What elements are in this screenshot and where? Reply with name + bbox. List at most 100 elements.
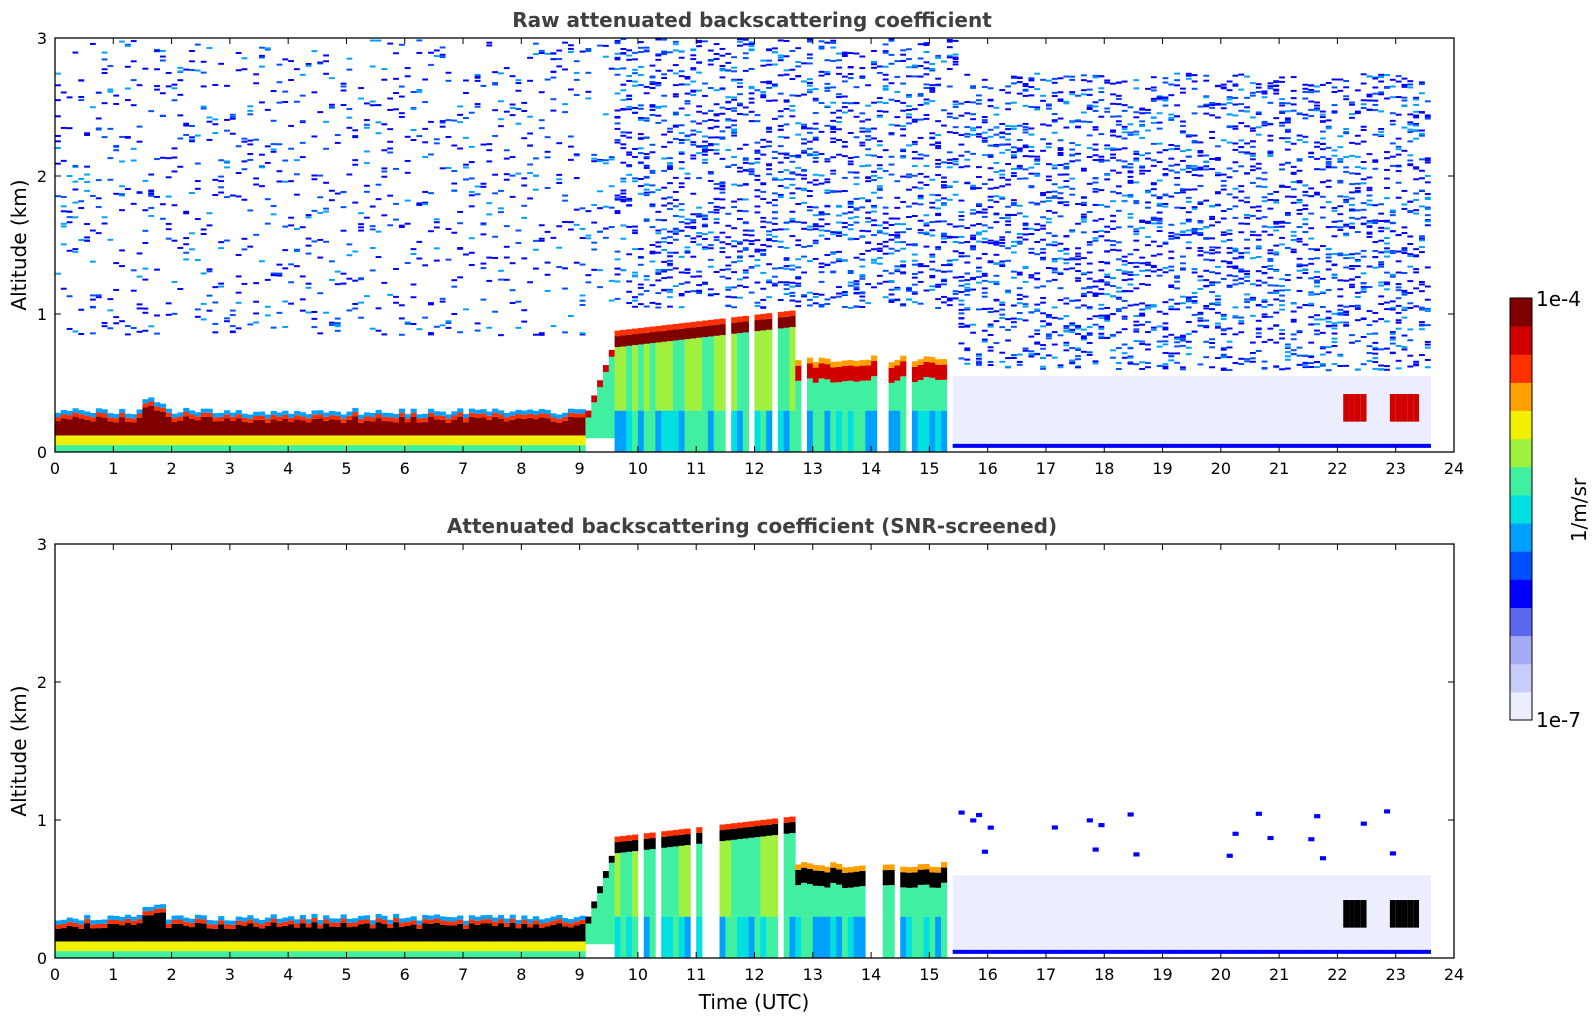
noise-mark — [614, 194, 621, 197]
noise-mark — [1045, 146, 1052, 149]
noise-mark — [771, 63, 778, 66]
noise-mark — [993, 143, 1000, 146]
data-column — [871, 49, 878, 452]
noise-mark — [894, 217, 901, 220]
lower-cloud-top — [806, 357, 814, 364]
noise-mark — [1051, 234, 1058, 237]
lower-cloud-top — [888, 362, 895, 368]
noise-mark — [1121, 194, 1128, 197]
noise-mark — [95, 197, 102, 200]
aerosol-base — [468, 445, 475, 452]
noise-mark — [503, 256, 510, 259]
aerosol-mid — [264, 435, 271, 446]
noise-mark — [1092, 190, 1099, 193]
noise-mark — [818, 130, 825, 133]
noise-mark — [865, 249, 872, 252]
noise-mark — [643, 194, 650, 197]
noise-mark — [1034, 241, 1041, 244]
noise-mark — [643, 305, 650, 308]
noise-mark — [72, 248, 79, 251]
noise-mark — [806, 62, 813, 65]
noise-mark — [632, 275, 638, 278]
data-column — [1051, 77, 1058, 448]
noise-mark — [224, 196, 230, 199]
aerosol-base — [89, 445, 97, 452]
noise-mark — [702, 145, 708, 148]
noise-mark — [1244, 298, 1250, 301]
noise-mark — [1215, 325, 1221, 328]
noise-mark — [1034, 309, 1041, 312]
cloud-core — [667, 330, 674, 342]
noise-mark — [124, 325, 131, 328]
aerosol-mid — [72, 435, 79, 446]
noise-mark — [177, 79, 184, 82]
noise-mark — [1121, 137, 1128, 140]
noise-mark — [1133, 133, 1140, 136]
noise-mark — [766, 263, 772, 266]
noise-mark — [1010, 146, 1017, 149]
noise-mark — [1063, 268, 1070, 271]
noise-mark — [1057, 257, 1064, 260]
noise-mark — [1139, 308, 1146, 311]
noise-mark — [1040, 200, 1046, 203]
noise-mark — [771, 199, 778, 202]
noise-mark — [142, 307, 149, 310]
aerosol-top — [474, 409, 481, 414]
noise-mark — [1075, 125, 1081, 128]
noise-mark — [702, 112, 708, 115]
noise-mark — [999, 241, 1006, 244]
noise-mark — [1168, 143, 1175, 146]
noise-mark — [876, 262, 883, 265]
noise-mark — [812, 99, 819, 102]
aerosol-edge — [276, 416, 283, 421]
noise-mark — [871, 170, 877, 173]
noise-mark — [189, 191, 195, 194]
noise-mark — [981, 274, 988, 277]
noise-mark — [871, 286, 877, 289]
noise-mark — [1203, 279, 1210, 282]
noise-mark — [1016, 233, 1023, 236]
noise-mark — [328, 323, 335, 326]
noise-mark — [1051, 95, 1058, 98]
noise-mark — [1232, 257, 1239, 260]
aerosol-edge — [515, 414, 522, 419]
aerosol-base — [532, 445, 540, 452]
noise-mark — [929, 69, 936, 72]
noise-mark — [964, 255, 971, 258]
noise-mark — [707, 293, 714, 296]
noise-mark — [1174, 280, 1181, 283]
noise-mark — [684, 114, 691, 117]
noise-mark — [445, 166, 452, 169]
noise-mark — [1220, 240, 1227, 243]
noise-mark — [1215, 158, 1221, 161]
aerosol-core — [428, 416, 435, 436]
aerosol-edge — [72, 412, 79, 417]
noise-mark — [1104, 318, 1111, 321]
noise-mark — [836, 230, 842, 233]
noise-mark — [1244, 142, 1250, 145]
noise-mark — [830, 46, 837, 49]
noise-mark — [1238, 122, 1245, 125]
aerosol-top — [340, 414, 347, 419]
noise-mark — [748, 101, 755, 104]
aerosol-edge — [363, 416, 371, 421]
data-column — [1092, 74, 1099, 448]
noise-mark — [777, 145, 784, 148]
noise-mark — [387, 194, 394, 197]
noise-mark — [1168, 169, 1175, 172]
noise-mark — [1022, 267, 1029, 270]
noise-mark — [888, 238, 895, 241]
noise-mark — [911, 174, 918, 177]
low-signal — [1197, 376, 1204, 444]
aerosol-mid — [579, 435, 586, 446]
noise-mark — [952, 56, 959, 59]
noise-mark — [806, 152, 813, 155]
noise-mark — [614, 197, 621, 200]
noise-mark — [1215, 145, 1221, 148]
noise-mark — [492, 83, 499, 86]
noise-mark — [806, 304, 813, 307]
aerosol-core — [282, 418, 289, 436]
noise-mark — [1180, 338, 1186, 341]
noise-mark — [970, 246, 977, 249]
noise-mark — [1010, 251, 1017, 254]
